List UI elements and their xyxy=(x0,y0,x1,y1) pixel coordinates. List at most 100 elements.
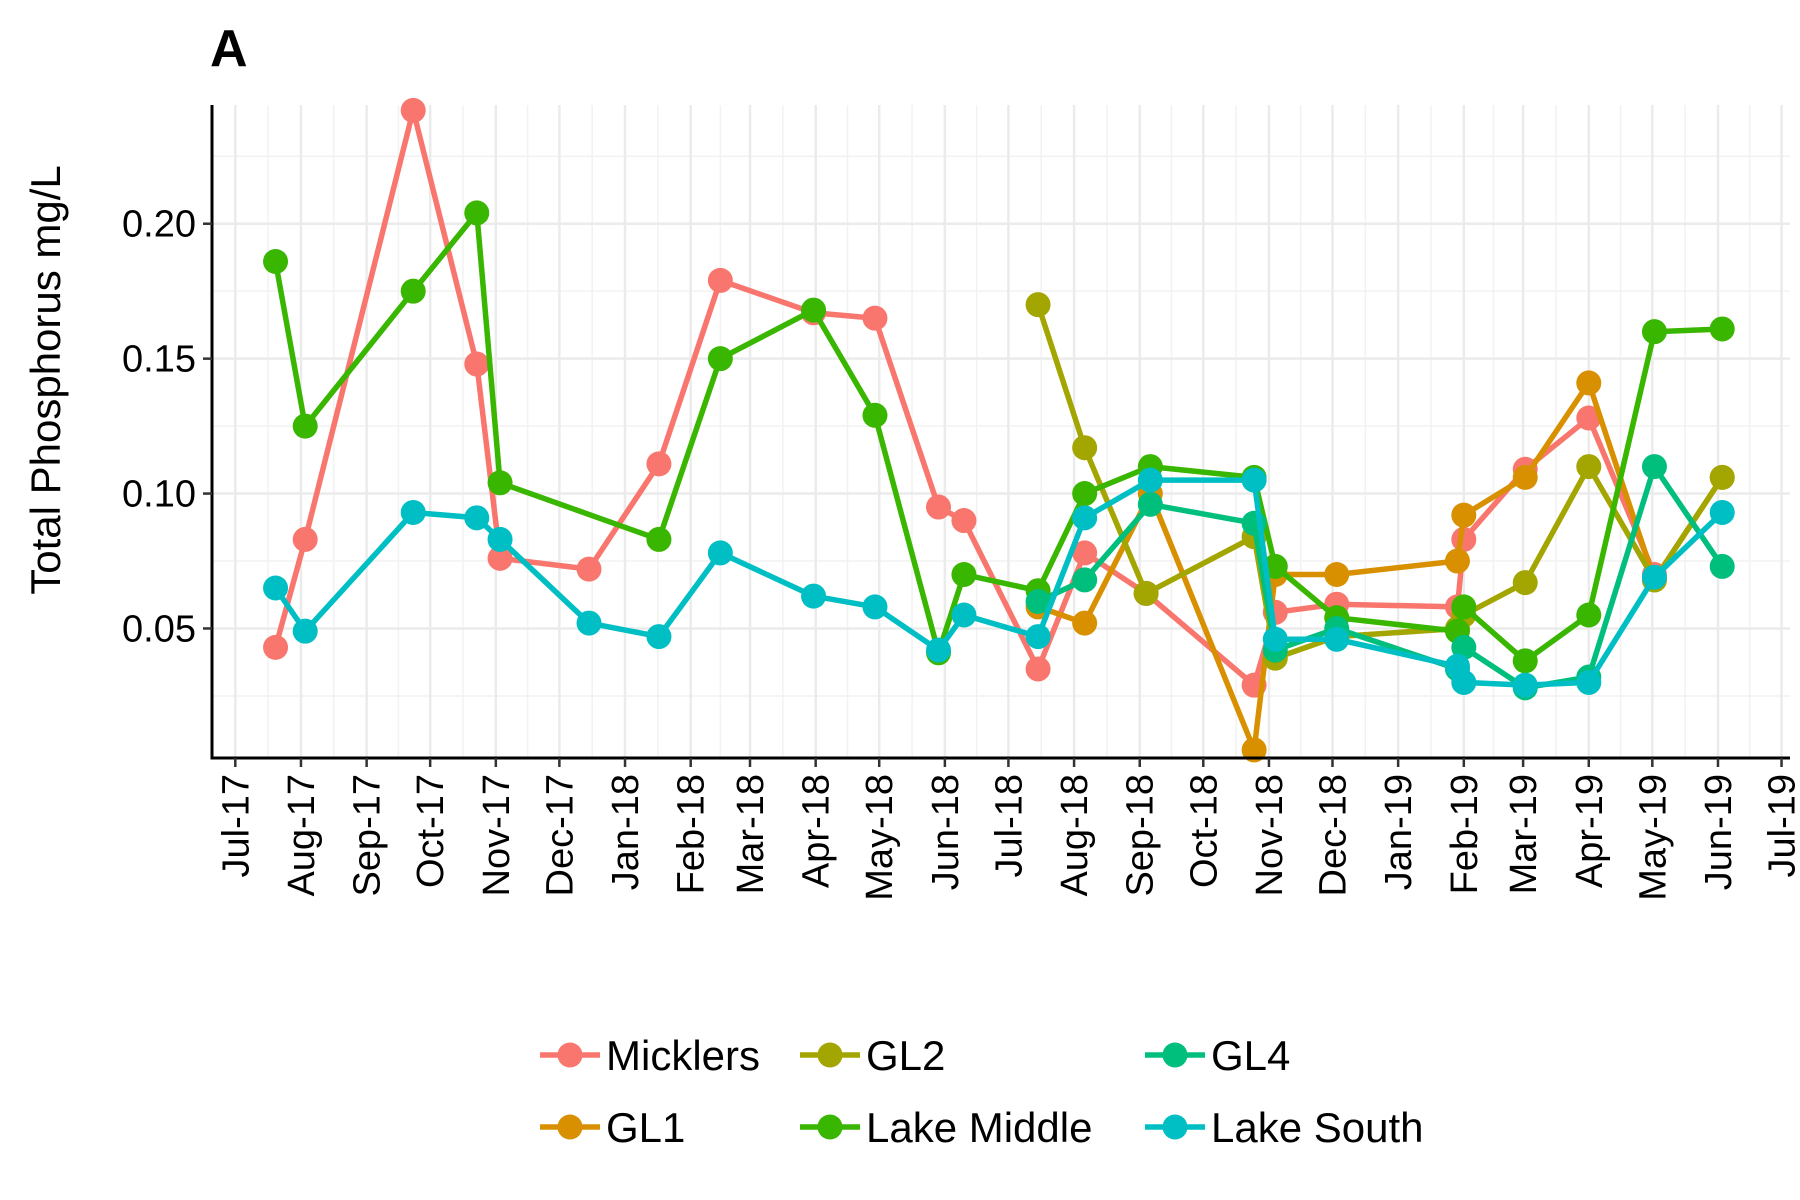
data-point xyxy=(1709,553,1735,579)
data-point xyxy=(926,494,952,520)
data-point xyxy=(1241,467,1267,493)
data-point xyxy=(1025,588,1051,614)
legend-label: GL1 xyxy=(606,1104,685,1151)
data-point xyxy=(487,526,513,552)
legend-label: Lake South xyxy=(1211,1104,1424,1151)
x-tick-label: Nov-17 xyxy=(476,774,518,897)
data-point xyxy=(951,562,977,588)
x-tick-label: Jul-18 xyxy=(988,774,1030,878)
legend-label: GL2 xyxy=(866,1032,945,1079)
data-point xyxy=(951,508,977,534)
series-line xyxy=(1036,463,1725,691)
x-tick-label: Jul-17 xyxy=(215,774,257,878)
data-point xyxy=(1576,669,1602,695)
data-point xyxy=(1641,564,1667,590)
x-tick-label: Sep-17 xyxy=(347,774,389,897)
x-tick-label: Mar-19 xyxy=(1503,774,1545,894)
data-point xyxy=(1137,467,1163,493)
data-point xyxy=(1133,580,1159,606)
data-point xyxy=(646,624,672,650)
data-point xyxy=(1576,454,1602,480)
data-point xyxy=(801,297,827,323)
data-point xyxy=(646,451,672,477)
x-tick-label: Jan-19 xyxy=(1378,774,1420,890)
data-point xyxy=(464,200,490,226)
legend-key-marker xyxy=(1162,1042,1188,1068)
data-point xyxy=(263,634,289,660)
data-point xyxy=(1072,435,1098,461)
x-tick-label: Jun-18 xyxy=(925,774,967,890)
data-point xyxy=(1512,648,1538,674)
x-tick-label: Dec-18 xyxy=(1312,774,1354,897)
data-point xyxy=(1324,626,1350,652)
series-line xyxy=(272,107,1657,688)
data-point xyxy=(707,267,733,293)
x-tick-label: Mar-18 xyxy=(730,774,772,894)
data-point xyxy=(464,505,490,531)
data-point xyxy=(951,602,977,628)
x-tick-label: Jan-18 xyxy=(605,774,647,890)
data-point xyxy=(1072,505,1098,531)
data-point xyxy=(292,413,318,439)
data-point xyxy=(1641,319,1667,345)
y-tick-label: 0.10 xyxy=(122,474,196,516)
legend-key-marker xyxy=(817,1042,843,1068)
axes: 0.05 0.10 0.15 0.20 Jul-17 Aug-17 Sep-17 Oct-17… xyxy=(122,105,1800,901)
legend-item-lake-south: Lake South xyxy=(1145,1104,1424,1151)
data-point xyxy=(1709,499,1735,525)
data-point xyxy=(1072,540,1098,566)
data-point xyxy=(1451,594,1477,620)
data-point xyxy=(292,618,318,644)
legend: Micklers GL2 GL4 GL1 Lake Middle Lake South xyxy=(540,1032,1424,1151)
legend-item-gl4: GL4 xyxy=(1145,1032,1290,1079)
y-tick-label: 0.20 xyxy=(122,204,196,246)
data-point xyxy=(400,97,426,123)
x-tick-label: Feb-18 xyxy=(671,774,713,894)
data-point xyxy=(1444,548,1470,574)
data-point xyxy=(1709,316,1735,342)
data-point xyxy=(1451,502,1477,528)
legend-key-marker xyxy=(817,1114,843,1140)
data-point xyxy=(1576,602,1602,628)
x-tick-label: Aug-18 xyxy=(1054,774,1096,897)
data-point xyxy=(926,637,952,663)
y-tick-label: 0.15 xyxy=(122,339,196,381)
data-point xyxy=(1512,570,1538,596)
x-tick-label: Oct-18 xyxy=(1183,774,1225,888)
series-lines xyxy=(263,97,1735,763)
x-tick-label: Nov-18 xyxy=(1249,774,1291,897)
data-point xyxy=(862,402,888,428)
x-tick-label: Oct-17 xyxy=(410,774,452,888)
data-point xyxy=(1025,656,1051,682)
x-tick-label: May-19 xyxy=(1632,774,1674,901)
x-tick-label: Jun-19 xyxy=(1698,774,1740,890)
data-point xyxy=(1512,464,1538,490)
data-point xyxy=(1262,626,1288,652)
data-point xyxy=(576,610,602,636)
data-point xyxy=(263,249,289,275)
legend-label: GL4 xyxy=(1211,1032,1290,1079)
legend-key-marker xyxy=(557,1042,583,1068)
panel-label: A xyxy=(210,20,248,78)
data-point xyxy=(400,278,426,304)
data-point xyxy=(1241,737,1267,763)
data-point xyxy=(1137,491,1163,517)
data-point xyxy=(1025,292,1051,318)
legend-item-gl2: GL2 xyxy=(800,1032,945,1079)
data-point xyxy=(292,526,318,552)
data-point xyxy=(1451,669,1477,695)
data-point xyxy=(1072,567,1098,593)
data-point xyxy=(646,526,672,552)
data-point xyxy=(1512,672,1538,698)
x-tick-label: Sep-18 xyxy=(1120,774,1162,897)
data-point xyxy=(1641,454,1667,480)
data-point xyxy=(400,499,426,525)
legend-key-marker xyxy=(557,1114,583,1140)
x-tick-label: Aug-17 xyxy=(281,774,323,897)
data-point xyxy=(801,583,827,609)
legend-label: Micklers xyxy=(606,1032,760,1079)
y-tick-label: 0.05 xyxy=(122,608,196,650)
data-point xyxy=(1576,405,1602,431)
